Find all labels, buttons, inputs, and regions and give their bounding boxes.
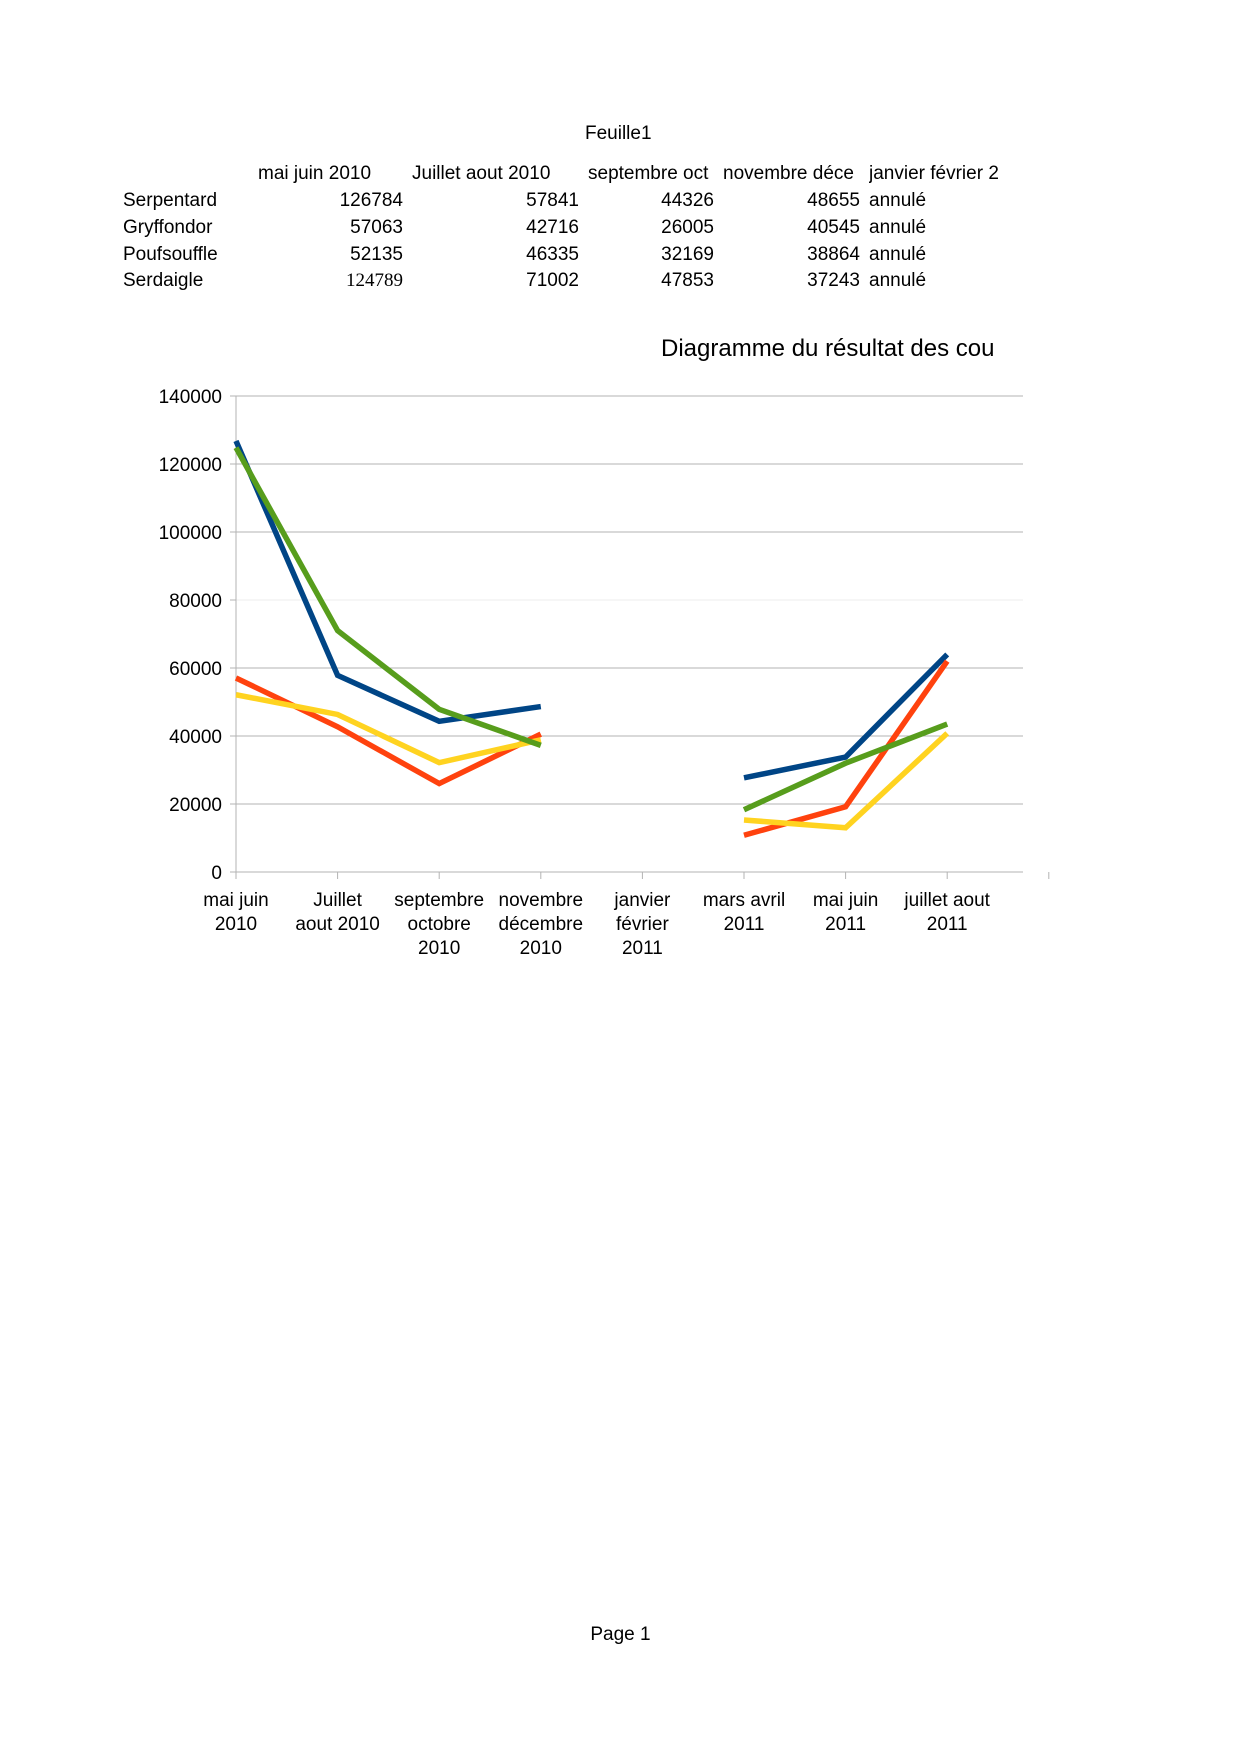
table-cell: 126784 <box>339 190 403 211</box>
page-footer: Page 1 <box>590 1624 651 1645</box>
table-cell: 71002 <box>526 270 579 291</box>
x-tick-label: octobre <box>408 914 471 935</box>
series-line-3 <box>742 721 949 813</box>
table-cell: 44326 <box>661 190 714 211</box>
x-tick-label: c <box>1044 914 1054 935</box>
x-tick-label: 2011 <box>825 914 866 935</box>
series-line-1 <box>743 659 950 838</box>
x-tick-label: se <box>1039 890 1059 911</box>
series-line-3 <box>233 446 542 748</box>
sheet-title: Feuille1 <box>585 123 652 144</box>
line-chart: Diagramme du résultat des cou 0 20000 40000… <box>159 335 1059 959</box>
table-cell: annulé <box>869 190 927 211</box>
y-tick-label: 120000 <box>159 455 222 476</box>
table-cell: 48655 <box>807 190 860 211</box>
y-tick-label: 100000 <box>159 523 222 544</box>
x-tick-label: aout 2010 <box>295 914 380 935</box>
table-cell: annulé <box>869 244 927 265</box>
table-cell: 124789 <box>346 270 403 291</box>
series-line-0 <box>233 439 542 725</box>
table-header: septembre oct <box>588 163 709 184</box>
table-cell: 37243 <box>807 270 860 291</box>
table-header: mai juin 2010 <box>258 163 372 184</box>
table-cell: 38864 <box>807 244 860 265</box>
table-cell: 40545 <box>807 217 860 238</box>
table-cell: annulé <box>869 217 927 238</box>
x-tick-label: février <box>616 914 669 935</box>
series-line-2 <box>743 731 950 831</box>
x-tick-label: mai juin <box>203 890 268 911</box>
y-tick-label: 60000 <box>169 659 222 680</box>
x-tick-label: 2011 <box>622 938 663 959</box>
series-line-0 <box>743 652 950 781</box>
row-label: Serdaigle <box>123 270 204 291</box>
x-tick-label: 2010 <box>215 914 257 935</box>
y-tick-label: 0 <box>211 863 222 884</box>
table-cell: 57841 <box>526 190 579 211</box>
x-tick-label: mai juin <box>813 890 878 911</box>
y-tick-label: 20000 <box>169 795 222 816</box>
row-label: Serpentard <box>123 190 218 211</box>
x-tick-label: Juillet <box>313 890 362 911</box>
table-cell: 46335 <box>526 244 579 265</box>
x-tick-label: 2010 <box>520 938 562 959</box>
table-header: novembre déce <box>723 163 854 184</box>
y-tick-label: 40000 <box>169 727 222 748</box>
table-header: Juillet aout 2010 <box>412 163 551 184</box>
table-cell: 47853 <box>661 270 714 291</box>
y-tick-label: 140000 <box>159 387 222 408</box>
table-cell: 52135 <box>350 244 403 265</box>
table-cell: 57063 <box>350 217 403 238</box>
x-tick-label: juillet aout <box>903 890 990 911</box>
x-tick-label: 2011 <box>724 914 765 935</box>
x-tick-label: novembre <box>499 890 584 911</box>
table-header: janvier février 2 <box>869 163 999 184</box>
table-cell: 26005 <box>661 217 714 238</box>
series-line-2 <box>235 692 542 766</box>
table-cell: annulé <box>869 270 927 291</box>
x-tick-label: septembre <box>394 890 484 911</box>
x-tick-label: 2010 <box>418 938 460 959</box>
chart-title: Diagramme du résultat des cou <box>661 335 995 362</box>
y-tick-label: 80000 <box>169 591 222 612</box>
x-tick-label: janvier <box>613 890 671 911</box>
x-tick-label: 2011 <box>927 914 968 935</box>
table-cell: 32169 <box>661 244 714 265</box>
row-label: Gryffondor <box>123 217 213 238</box>
row-label: Poufsouffle <box>123 244 218 265</box>
x-tick-label: mars avril <box>703 890 785 911</box>
table-cell: 42716 <box>526 217 579 238</box>
x-tick-label: décembre <box>499 914 584 935</box>
